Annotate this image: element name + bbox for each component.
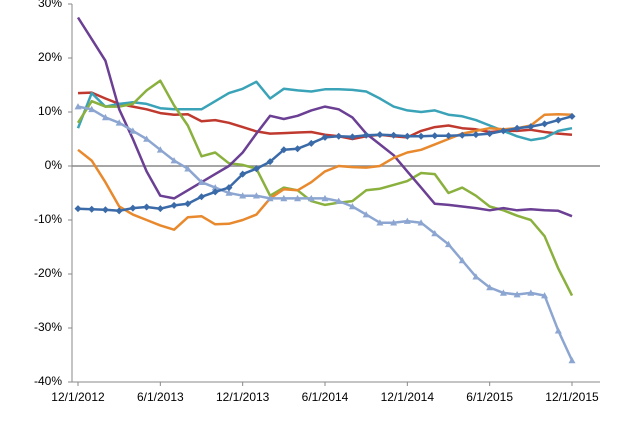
data-point [184, 200, 192, 208]
data-point [541, 120, 549, 128]
data-point [211, 188, 219, 196]
data-point [239, 170, 247, 178]
y-tick-label: 30% [38, 0, 62, 10]
data-point [417, 132, 425, 140]
data-point [527, 289, 535, 296]
data-point [74, 205, 82, 213]
data-point [472, 131, 480, 139]
data-point [348, 203, 356, 210]
data-point [554, 327, 562, 334]
data-point [527, 123, 535, 131]
data-point [486, 284, 494, 291]
y-tick-label: -20% [34, 266, 62, 280]
data-point [170, 201, 178, 209]
data-point [143, 135, 151, 142]
y-tick-label: 10% [38, 104, 62, 118]
x-tick-label: 12/1/2012 [51, 390, 105, 404]
data-point [321, 194, 329, 202]
data-point [390, 219, 398, 226]
series-line [76, 16, 573, 218]
series-line [76, 79, 574, 297]
data-point [115, 207, 123, 215]
y-tick-label: -30% [34, 320, 62, 334]
data-point [417, 219, 425, 226]
data-point [198, 178, 205, 185]
data-point [499, 289, 507, 296]
data-point [280, 146, 288, 154]
data-point [239, 192, 247, 199]
data-point [541, 292, 549, 299]
data-point [266, 158, 274, 166]
data-point [568, 112, 576, 120]
data-point [74, 103, 82, 110]
y-tick-label: -40% [34, 374, 62, 388]
data-point [88, 205, 96, 213]
series-line [76, 80, 573, 142]
data-point [101, 206, 109, 214]
data-point [403, 132, 411, 140]
data-point [445, 132, 452, 140]
series-line [77, 105, 574, 361]
x-tick-label: 6/1/2013 [137, 390, 184, 404]
data-point [513, 124, 521, 132]
data-point [390, 131, 398, 139]
data-point [225, 189, 233, 196]
data-point [307, 139, 315, 147]
data-point [115, 119, 123, 126]
x-tick-label: 12/1/2015 [545, 390, 599, 404]
data-point [280, 194, 288, 202]
data-point [129, 204, 137, 212]
data-point [568, 356, 576, 364]
data-point [362, 131, 370, 139]
data-point [348, 133, 356, 141]
data-point [335, 132, 343, 140]
y-tick-label: -10% [34, 212, 62, 226]
data-point [431, 230, 439, 237]
data-point [266, 194, 274, 202]
data-point [252, 165, 260, 173]
data-point [198, 193, 205, 201]
data-point [513, 291, 521, 298]
data-point [445, 240, 452, 248]
data-point [156, 146, 164, 153]
data-point [294, 145, 302, 153]
data-point [403, 217, 411, 224]
data-point [376, 219, 384, 226]
data-point [458, 257, 466, 264]
data-point [156, 205, 164, 213]
data-point [307, 194, 315, 202]
data-point [252, 192, 260, 199]
data-point [211, 184, 219, 191]
series-line [77, 112, 573, 231]
data-point [225, 184, 233, 192]
data-point [321, 133, 329, 141]
data-point [376, 131, 384, 139]
x-tick-label: 6/1/2015 [466, 390, 513, 404]
data-point [88, 105, 96, 113]
data-point [499, 127, 507, 135]
data-point [335, 197, 343, 204]
data-point [486, 130, 494, 138]
data-point [431, 132, 439, 140]
data-point [129, 127, 137, 134]
data-point [101, 113, 109, 121]
data-point [184, 165, 192, 172]
x-tick-label: 6/1/2014 [302, 390, 349, 404]
data-point [294, 194, 302, 202]
data-point [170, 157, 178, 164]
data-point [362, 211, 370, 218]
x-tick-label: 12/1/2013 [216, 390, 270, 404]
data-point [143, 203, 151, 211]
y-tick-label: 20% [38, 50, 62, 64]
x-tick-label: 12/1/2014 [381, 390, 435, 404]
data-point [472, 273, 480, 280]
data-point [554, 116, 562, 124]
y-tick-label: 0% [45, 158, 63, 172]
data-point [458, 131, 466, 139]
